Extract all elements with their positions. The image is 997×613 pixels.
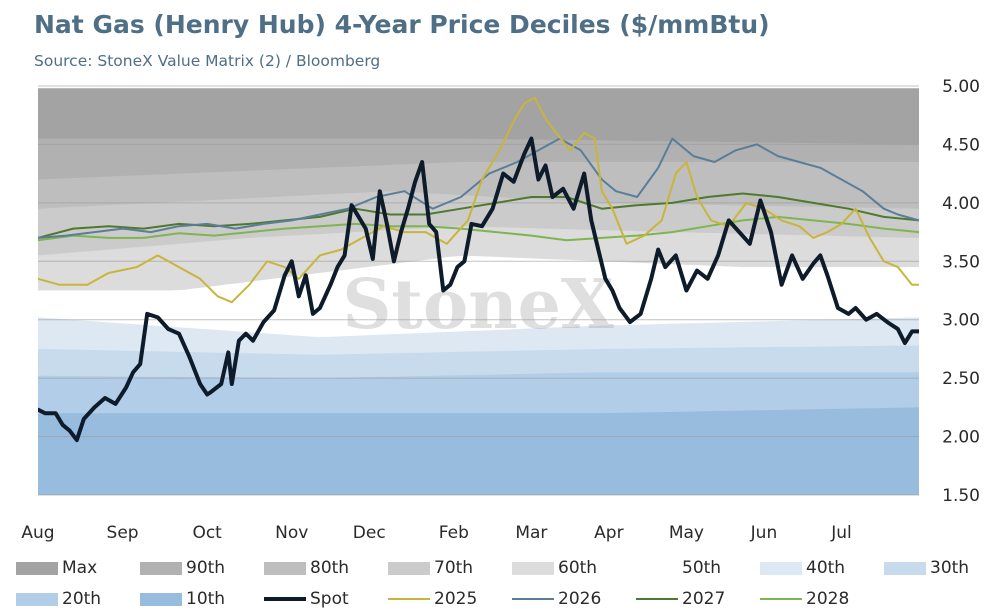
y-tick-label: 4.50	[942, 135, 980, 155]
y-tick-label: 2.50	[942, 369, 980, 389]
legend-swatch	[264, 561, 306, 575]
legend-label: 80th	[310, 558, 350, 578]
legend-item-p50: 50th	[636, 556, 760, 580]
x-tick-label: Jul	[830, 523, 852, 543]
legend-item-p30: 30th	[884, 556, 997, 580]
legend-swatch	[140, 561, 182, 575]
x-axis: Aug Sep Oct Nov Dec Feb Mar Apr May Jun Jul	[21, 523, 851, 543]
y-tick-label: 1.50	[942, 486, 980, 506]
legend-item-p10: 10th	[140, 587, 264, 611]
x-tick-label: Apr	[594, 523, 623, 543]
legend-item-s2028: 2028	[760, 587, 884, 611]
legend-swatch	[264, 597, 306, 601]
watermark-text: StoneX	[342, 265, 614, 345]
legend-item-s2027: 2027	[636, 587, 760, 611]
chart-legend: Max 90th 80th 70th 60th 50th 40th 30th 20th 10th S…	[16, 556, 991, 611]
legend-item-spot: Spot	[264, 587, 388, 611]
legend-label: 40th	[806, 558, 846, 578]
legend-swatch	[760, 598, 802, 600]
legend-label: 2025	[434, 589, 478, 609]
legend-label: Spot	[310, 589, 349, 609]
x-tick-label: Oct	[192, 523, 222, 543]
legend-swatch	[16, 561, 58, 575]
legend-label: 60th	[558, 558, 598, 578]
legend-swatch	[140, 592, 182, 606]
legend-item-p20: 20th	[16, 587, 140, 611]
x-tick-label: Feb	[439, 523, 469, 543]
y-tick-label: 5.00	[942, 77, 980, 97]
legend-item-p80: 80th	[264, 556, 388, 580]
legend-label: 2028	[806, 589, 850, 609]
band-10th	[38, 407, 919, 495]
legend-swatch	[760, 561, 802, 575]
series-line-2025	[38, 96, 919, 304]
legend-label: 50th	[682, 558, 722, 578]
chart-title: Nat Gas (Henry Hub) 4-Year Price Deciles…	[34, 10, 770, 39]
legend-item-p70: 70th	[388, 556, 512, 580]
legend-label: 20th	[62, 589, 102, 609]
legend-label: 90th	[186, 558, 226, 578]
legend-swatch	[16, 592, 58, 606]
legend-swatch	[636, 598, 678, 600]
legend-label: 10th	[186, 589, 226, 609]
legend-swatch	[512, 598, 554, 600]
legend-swatch	[388, 561, 430, 575]
y-tick-label: 4.00	[942, 194, 980, 214]
x-tick-label: Mar	[515, 523, 547, 543]
x-tick-label: Dec	[353, 523, 386, 543]
legend-item-p60: 60th	[512, 556, 636, 580]
x-tick-label: Nov	[275, 523, 308, 543]
legend-swatch	[884, 561, 926, 575]
legend-label: 2026	[558, 589, 602, 609]
legend-swatch	[512, 561, 554, 575]
legend-label: 70th	[434, 558, 474, 578]
series-line-2027	[38, 192, 919, 239]
series-line-spot	[38, 136, 919, 443]
price-series	[38, 96, 919, 443]
y-tick-label: 2.00	[942, 428, 980, 448]
series-line-2026	[38, 137, 919, 239]
legend-swatch	[388, 598, 430, 600]
x-tick-label: Jun	[750, 523, 778, 543]
legend-item-s2025: 2025	[388, 587, 512, 611]
x-tick-label: Sep	[107, 523, 139, 543]
chart-subtitle: Source: StoneX Value Matrix (2) / Bloomb…	[34, 52, 381, 70]
series-line-2028	[38, 215, 919, 242]
y-axis: 5.00 4.50 4.00 3.50 3.00 2.50 2.00 1.50	[942, 77, 980, 506]
y-tick-label: 3.50	[942, 252, 980, 272]
x-tick-label: Aug	[21, 523, 54, 543]
gridlines	[38, 85, 919, 496]
legend-item-max: Max	[16, 556, 140, 580]
x-tick-label: May	[669, 523, 704, 543]
price-deciles-chart: StoneX 5.004.504.003.503.002.502.001.50 …	[21, 77, 980, 543]
legend-swatch	[636, 561, 678, 575]
legend-item-p40: 40th	[760, 556, 884, 580]
legend-label: 2027	[682, 589, 726, 609]
legend-label: Max	[62, 558, 98, 578]
legend-item-p90: 90th	[140, 556, 264, 580]
decile-bands	[38, 88, 919, 495]
legend-label: 30th	[930, 558, 970, 578]
y-tick-label: 3.00	[942, 311, 980, 331]
legend-item-s2026: 2026	[512, 587, 636, 611]
